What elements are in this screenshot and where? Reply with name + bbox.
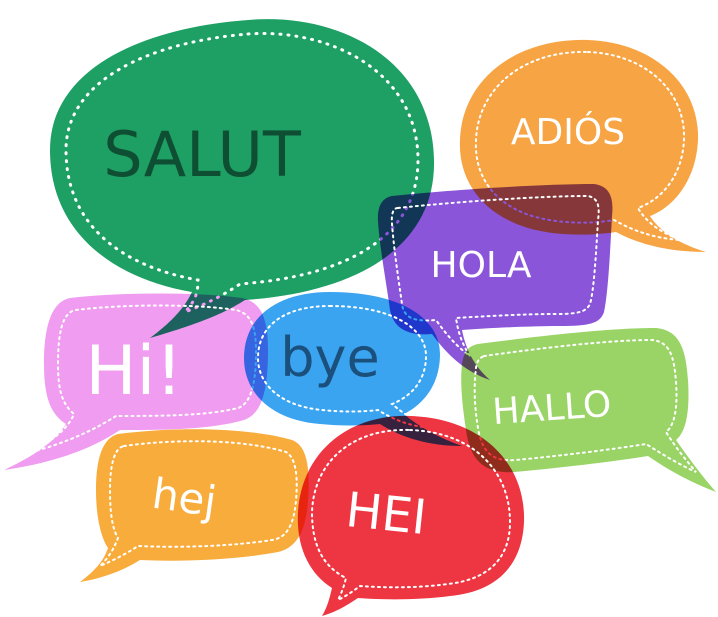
hi-bubble: Hi! xyxy=(4,293,268,470)
hej-bubble-shape xyxy=(80,429,309,582)
hi-stitching xyxy=(31,304,258,453)
hallo-bubble: HALLO xyxy=(461,328,716,492)
hallo-stitching xyxy=(473,338,697,473)
hola-stitching xyxy=(390,194,600,357)
bye-bubble-shape xyxy=(244,292,462,446)
hei-bubble: HEI xyxy=(297,415,525,616)
hallo-bubble-shape xyxy=(461,328,716,492)
hola-bubble-shape xyxy=(377,184,613,380)
salut-label: SALUT xyxy=(103,118,302,191)
hej-bubble: hej xyxy=(80,429,309,582)
hei-label: HEI xyxy=(343,482,429,546)
bye-label: bye xyxy=(280,326,379,389)
salut-bubble-shape xyxy=(50,19,435,339)
hej-label: hej xyxy=(149,469,219,526)
hei-bubble-shape xyxy=(297,415,525,616)
hei-stitching xyxy=(310,428,512,603)
hej-stitching xyxy=(99,440,298,567)
adios-label: ADIÓS xyxy=(511,111,625,153)
salut-bubble: SALUT xyxy=(50,19,435,339)
hi-label: Hi! xyxy=(85,332,182,411)
hi-bubble-shape xyxy=(4,293,268,470)
bye-bubble: bye xyxy=(244,292,462,446)
adios-stitching xyxy=(474,50,686,241)
hola-label: HOLA xyxy=(431,245,532,286)
salut-stitching xyxy=(64,31,420,314)
hola-bubble: HOLA xyxy=(377,184,613,380)
hallo-label: HALLO xyxy=(491,384,612,433)
